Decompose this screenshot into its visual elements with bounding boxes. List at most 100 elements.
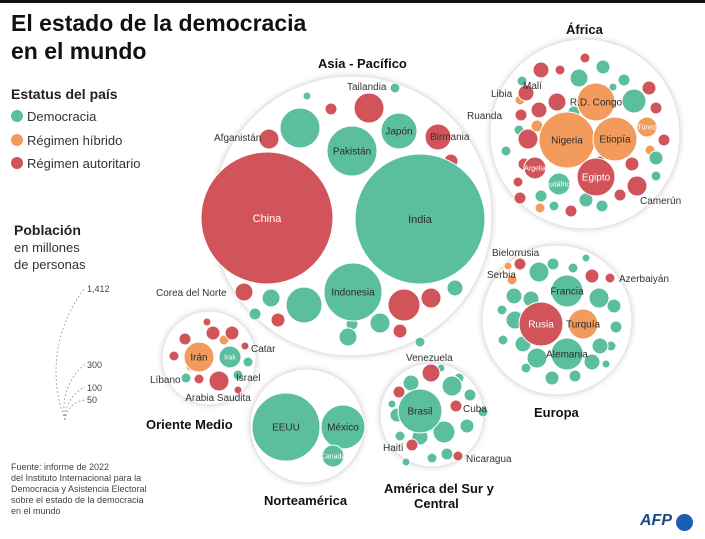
country-label: Brasil	[407, 407, 432, 418]
bubble-other-country	[517, 128, 539, 150]
country-label: Ruanda	[467, 111, 502, 122]
bubble-francia	[550, 274, 584, 308]
bubble-birmania	[424, 123, 452, 151]
bubble-other-country	[617, 73, 631, 87]
country-label: Malí	[523, 81, 542, 92]
bubble-layer	[168, 52, 671, 468]
region-title-america-sur: América del Sur y	[384, 481, 495, 496]
bubble-other-country	[534, 189, 548, 203]
country-label: Irak	[224, 354, 236, 361]
bubble-other-country	[512, 176, 524, 188]
bubble-other-country	[513, 191, 527, 205]
legend-label: Régimen autoritario	[27, 155, 141, 171]
bubble-other-country	[584, 268, 600, 284]
bubble-other-country	[648, 150, 664, 166]
bubble-other-country	[595, 59, 611, 75]
bubble-sud-frica	[547, 172, 571, 196]
bubble-other-country	[420, 287, 442, 309]
source-line: Democracia y Asistencia Electoral	[11, 484, 147, 494]
bubble-indonesia	[323, 262, 383, 322]
bubble-other-country	[500, 145, 512, 157]
country-label: Catar	[251, 344, 276, 355]
bubble-india	[354, 153, 486, 285]
afp-logo-dot-icon	[676, 514, 693, 531]
bubble-eeuu	[251, 392, 321, 462]
bubble-turqu-a	[567, 308, 599, 340]
bubble-other-country	[369, 312, 391, 334]
bubble-other-country	[440, 447, 454, 461]
bubble-other-country	[324, 102, 338, 116]
bubble-other-country	[401, 457, 411, 467]
bubble-other-country	[649, 101, 663, 115]
scale-arc-100	[64, 386, 86, 421]
country-label: Tailandia	[347, 82, 387, 93]
bubble-r-d-congo	[576, 82, 616, 122]
legend-label: Democracia	[27, 108, 97, 124]
bubble-other-country	[387, 288, 421, 322]
bubble-camer-n	[626, 175, 648, 197]
region-title-norteamerica: Norteamérica	[264, 493, 348, 508]
legend-item-autoritario: Régimen autoritario	[11, 154, 140, 172]
country-label: Haití	[383, 443, 404, 454]
country-label: Indonesia	[331, 288, 375, 299]
bubble-other-country	[608, 82, 618, 92]
bubble-other-country	[497, 334, 509, 346]
bubble-other-country	[389, 82, 401, 94]
bubble-other-country	[579, 52, 591, 64]
bubble-other-country	[520, 362, 532, 374]
bubble-israel	[232, 369, 244, 381]
region-title-oriente-medio: Oriente Medio	[146, 417, 233, 432]
source-line: Fuente: informe de 2022	[11, 462, 110, 472]
bubble-other-country	[432, 420, 456, 444]
bubble-other-country	[564, 204, 578, 218]
country-label: Afganistán	[214, 133, 261, 144]
source-note: Fuente: informe de 2022 del Instituto In…	[11, 462, 181, 517]
bubble-other-country	[224, 325, 240, 341]
bubble-china	[200, 151, 334, 285]
population-legend-subtitle-2: de personas	[14, 257, 86, 272]
country-label: Japón	[385, 127, 412, 138]
population-scale	[55, 287, 86, 421]
bubble-other-country	[503, 261, 513, 271]
country-label: Nigeria	[551, 136, 583, 147]
bubble-mal-	[532, 61, 550, 79]
population-legend-subtitle: en millones	[14, 240, 80, 255]
hybrid-dot-icon	[11, 134, 23, 146]
scale-arc-50	[64, 399, 86, 421]
country-label: Sudáfrica	[544, 181, 574, 188]
bubble-venezuela	[421, 363, 441, 383]
bubble-other-country	[387, 399, 397, 409]
country-label: México	[327, 423, 359, 434]
region-title-europa: Europa	[534, 405, 580, 420]
page-title: El estado de la democracia	[11, 10, 307, 36]
bubble-other-country	[202, 317, 212, 327]
bubble-other-country	[613, 188, 627, 202]
region-title-asia: Asia - Pacífico	[318, 56, 407, 71]
bubble-argelia	[523, 156, 547, 180]
country-label: Líbano	[150, 375, 181, 386]
bubble-corea-del-norte	[234, 282, 254, 302]
bubble-other-country	[496, 304, 508, 316]
bubble-other-country	[547, 92, 567, 112]
scale-label-300: 300	[87, 360, 102, 370]
bubble-other-country	[446, 279, 464, 297]
bubble-other-country	[621, 88, 647, 114]
country-label: India	[408, 214, 433, 226]
scale-arc-1412	[55, 287, 86, 421]
country-label: Corea del Norte	[156, 288, 227, 299]
bubble-other-country	[548, 200, 560, 212]
region-title-america-sur-line2: Central	[414, 496, 459, 511]
country-label: China	[253, 213, 283, 225]
bubble-other-country	[601, 359, 611, 369]
bubble-arabia-saudita	[208, 370, 230, 392]
bubble-other-country	[606, 298, 622, 314]
bubble-rusia	[518, 301, 564, 347]
bubble-l-bano	[180, 372, 192, 384]
bubble-other-country	[168, 350, 180, 362]
legend-title: Estatus del país	[11, 86, 118, 102]
bubble-alemania	[550, 337, 584, 371]
bubble-jap-n	[380, 112, 418, 150]
country-label: Libia	[491, 89, 513, 100]
afp-logo: AFP	[640, 512, 672, 529]
